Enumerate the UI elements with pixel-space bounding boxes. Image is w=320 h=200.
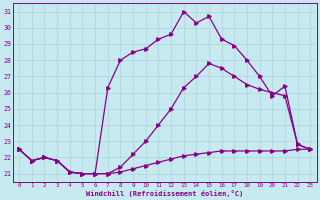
X-axis label: Windchill (Refroidissement éolien,°C): Windchill (Refroidissement éolien,°C)	[86, 190, 243, 197]
